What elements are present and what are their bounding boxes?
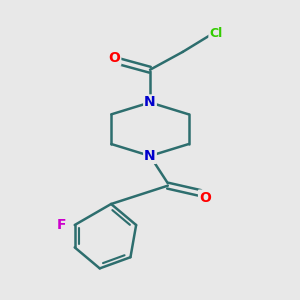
Text: F: F [57,218,66,232]
Text: N: N [144,149,156,163]
Text: O: O [199,190,211,205]
Text: O: O [108,51,120,65]
Text: N: N [144,95,156,110]
Text: Cl: Cl [209,27,223,40]
